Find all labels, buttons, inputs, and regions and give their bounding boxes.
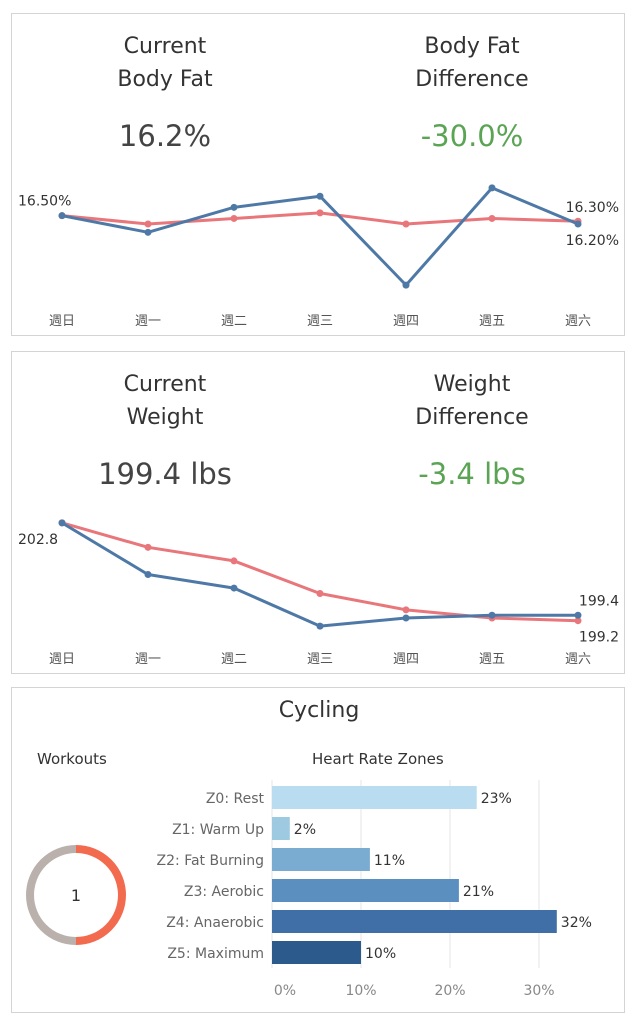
weight-x-tick-label: 週一: [135, 652, 161, 667]
weight-x-tick-label: 週四: [393, 652, 419, 667]
weight-point-s2-3: [316, 590, 324, 598]
body-fat-point-s1-4: [402, 281, 410, 289]
bar-4: [272, 910, 557, 933]
heart-rate-zones-title: Heart Rate Zones: [312, 750, 444, 768]
body-fat-point-s2-1: [144, 220, 152, 228]
bar-value-label: 23%: [481, 791, 512, 807]
current-body-fat-value: 16.2%: [118, 119, 212, 153]
bar-3: [272, 879, 459, 902]
weight-point-s1-5: [488, 611, 496, 619]
weight-x-tick-label: 週三: [307, 652, 333, 667]
bar-value-label: 10%: [365, 946, 396, 962]
weight-point-s2-6: [574, 617, 582, 625]
x-tick-label: 10%: [345, 983, 376, 999]
weight-point-s2-2: [230, 557, 238, 565]
bar-5: [272, 941, 361, 964]
cycling-title: Cycling: [278, 698, 360, 723]
body-fat-point-s2-4: [402, 220, 410, 228]
category-label: Z3: Aerobic: [184, 884, 264, 900]
weight-end-label-red: 199.2: [579, 630, 619, 646]
body-fat-point-s1-3: [316, 192, 324, 200]
body-fat-x-tick-label: 週二: [221, 314, 247, 329]
body-fat-x-tick-label: 週六: [565, 314, 591, 329]
category-label: Z1: Warm Up: [172, 822, 264, 838]
body-fat-point-s1-1: [144, 228, 152, 236]
category-label: Z0: Rest: [206, 791, 265, 807]
weight-x-tick-label: 週日: [49, 652, 75, 667]
weight-difference-title: Weight Difference: [352, 368, 592, 434]
donut-center-label: 1: [71, 886, 81, 905]
x-tick-label: 30%: [523, 983, 554, 999]
category-label: Z4: Anaerobic: [166, 915, 264, 931]
weight-series-line-1: [61, 521, 578, 628]
weight-point-s1-1: [144, 571, 152, 578]
x-tick-label: 0%: [274, 983, 296, 999]
body-fat-point-s1-5: [488, 184, 496, 192]
current-body-fat-title: Current Body Fat: [45, 30, 285, 96]
body-fat-panel: Current Body Fat 16.2% Body Fat Differen…: [11, 13, 625, 336]
body-fat-difference-title: Body Fat Difference: [352, 30, 592, 96]
workouts-label: Workouts: [37, 750, 107, 768]
heart-rate-zones-bar-chart: 0% 10% 20% 30% Z0: Rest 23% Z1: Warm Up 2% Z2: F…: [157, 780, 592, 999]
weight-panel: Current Weight 199.4 lbs Weight Differen…: [11, 351, 625, 674]
bar-1: [272, 817, 290, 840]
body-fat-point-s1-2: [230, 203, 238, 211]
current-weight-value: 199.4 lbs: [98, 457, 232, 491]
weight-series-line-2: [61, 521, 579, 623]
current-weight-title-line2: Weight: [126, 405, 204, 430]
category-label: Z5: Maximum: [167, 946, 264, 962]
bar-value-label: 2%: [294, 822, 316, 838]
bar-0: [272, 786, 477, 809]
weight-difference-value: -3.4 lbs: [418, 457, 526, 491]
body-fat-x-tick-label: 週日: [49, 314, 75, 329]
body-fat-end-label-blue: 16.20%: [566, 233, 619, 249]
body-fat-difference-title-line1: Body Fat: [424, 34, 520, 59]
body-fat-start-label: 16.50%: [18, 194, 71, 210]
body-fat-x-tick-label: 週三: [307, 314, 333, 329]
body-fat-point-s2-3: [316, 209, 324, 217]
current-weight-title-line1: Current: [123, 372, 207, 397]
body-fat-line-chart: 週日 週一 週二 週三 週四 週五 週六 16.50% 16.30% 16.20%: [18, 184, 619, 329]
weight-point-s1-2: [230, 584, 238, 592]
body-fat-point-s1-6: [574, 220, 582, 228]
current-weight-title: Current Weight: [45, 368, 285, 434]
weight-point-s2-1: [144, 543, 152, 551]
category-label: Z2: Fat Burning: [157, 853, 264, 869]
weight-point-s2-4: [402, 606, 410, 614]
body-fat-x-tick-label: 週一: [135, 314, 161, 329]
weight-point-s1-6: [574, 611, 582, 619]
weight-line-chart: 週日 週一 週二 週三 週四 週五 週六 202.8 199.4 199.2: [18, 519, 619, 667]
bar-value-label: 21%: [463, 884, 494, 900]
bar-value-label: 32%: [561, 915, 592, 931]
body-fat-end-label-red: 16.30%: [566, 200, 619, 216]
body-fat-difference-title-line2: Difference: [415, 67, 529, 92]
weight-point-s1-4: [402, 614, 410, 622]
bar-value-label: 11%: [374, 853, 405, 869]
body-fat-x-tick-label: 週四: [393, 314, 419, 329]
weight-difference-title-line2: Difference: [415, 405, 529, 430]
workouts-donut-chart: 1: [26, 845, 126, 945]
weight-start-label: 202.8: [18, 532, 58, 548]
body-fat-point-s2-5: [488, 214, 496, 222]
body-fat-difference-value: -30.0%: [420, 119, 524, 153]
body-fat-x-tick-label: 週五: [479, 314, 505, 329]
weight-end-label-blue: 199.4: [579, 593, 619, 609]
donut-slice-0: [75, 845, 126, 945]
weight-point-s1-0: [58, 519, 66, 527]
body-fat-point-s1-0: [58, 212, 66, 220]
body-fat-point-s2-2: [230, 214, 238, 222]
weight-x-tick-label: 週六: [565, 652, 591, 667]
cycling-panel: Cycling Workouts Heart Rate Zones 1 0% 10…: [11, 687, 625, 1013]
weight-difference-title-line1: Weight: [433, 372, 511, 397]
body-fat-series-line-1: [61, 186, 579, 287]
weight-point-s1-3: [316, 622, 324, 630]
current-body-fat-title-line1: Current: [123, 34, 207, 59]
weight-x-tick-label: 週五: [479, 652, 505, 667]
bar-2: [272, 848, 370, 871]
current-body-fat-title-line2: Body Fat: [117, 67, 213, 92]
donut-slice-1: [26, 845, 77, 945]
weight-x-tick-label: 週二: [221, 652, 247, 667]
x-tick-label: 20%: [434, 983, 465, 999]
